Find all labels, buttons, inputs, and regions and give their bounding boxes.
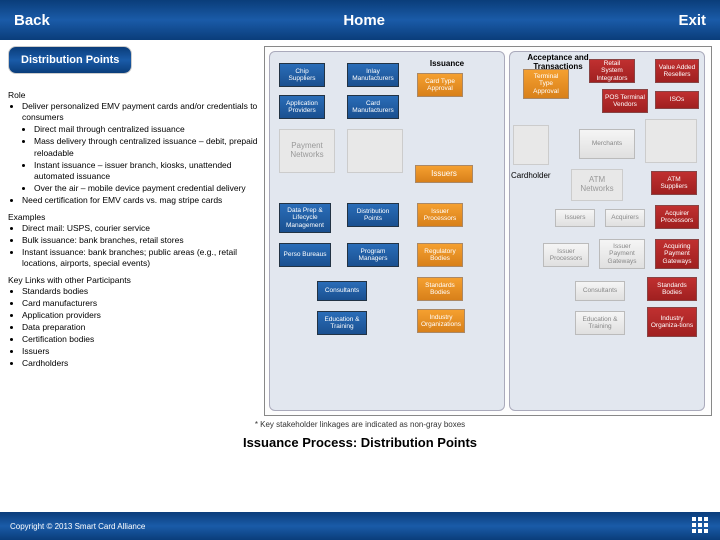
issuers2-box: Issuers xyxy=(555,209,595,227)
bottom-bar: Copyright © 2013 Smart Card Alliance xyxy=(0,512,720,540)
prog-mgr-box: Program Managers xyxy=(347,243,399,267)
app-providers-box: Application Providers xyxy=(279,95,325,119)
role-item: Deliver personalized EMV payment cards a… xyxy=(22,101,258,123)
link-item: Certification bodies xyxy=(22,334,258,345)
footer-note: * Key stakeholder linkages are indicated… xyxy=(0,420,720,429)
issuance-heading: Issuance xyxy=(417,59,477,68)
inlay-mfg-box: Inlay Manufacturers xyxy=(347,63,399,87)
role-list: Deliver personalized EMV payment cards a… xyxy=(8,101,258,205)
card-mfg-box: Card Manufacturers xyxy=(347,95,399,119)
role-title: Role xyxy=(8,90,258,101)
isos-box: ISOs xyxy=(655,91,699,109)
footer-title: Issuance Process: Distribution Points xyxy=(0,435,720,450)
issuer-proc-box: Issuer Processors xyxy=(417,203,463,227)
home-button[interactable]: Home xyxy=(50,12,679,29)
link-item: Application providers xyxy=(22,310,258,321)
diagram-panel: Issuance Acceptance and Transactions Chi… xyxy=(264,46,712,416)
card-type-box: Card Type Approval xyxy=(417,73,463,97)
content: Distribution Points Role Deliver persona… xyxy=(0,40,720,416)
acq-proc-box: Acquirer Processors xyxy=(655,205,699,229)
atm-image: ATM Networks xyxy=(571,169,623,201)
dist-points-box: Distribution Points xyxy=(347,203,399,227)
acquirers-box: Acquirers xyxy=(605,209,645,227)
examples-title: Examples xyxy=(8,212,258,223)
alliance-logo-icon xyxy=(690,515,710,535)
issuer-gateway-box: Issuer Payment Gateways xyxy=(599,239,645,269)
edu-train-box: Education & Training xyxy=(317,311,367,335)
retail-integrators-box: Retail System Integrators xyxy=(589,59,635,83)
role-item: Need certification for EMV cards vs. mag… xyxy=(22,195,258,206)
example-item: Bulk issuance: bank branches, retail sto… xyxy=(22,235,258,246)
copyright-text: Copyright © 2013 Smart Card Alliance xyxy=(10,522,145,531)
links-title: Key Links with other Participants xyxy=(8,275,258,286)
exit-button[interactable]: Exit xyxy=(678,12,706,29)
back-button[interactable]: Back xyxy=(14,12,50,29)
cardholder-image xyxy=(513,125,549,165)
example-item: Instant issuance: bank branches; public … xyxy=(22,247,258,269)
perso-bureaus-box: Perso Bureaus xyxy=(279,243,331,267)
industry-org-box: Industry Organizations xyxy=(417,309,465,333)
distribution-points-badge: Distribution Points xyxy=(8,46,132,74)
issuer-proc2-box: Issuer Processors xyxy=(543,243,589,267)
terminal-type-box: Terminal Type Approval xyxy=(523,69,569,99)
issuers-box: Issuers xyxy=(415,165,473,183)
role-subitem: Instant issuance – issuer branch, kiosks… xyxy=(34,160,258,182)
merchants-box: Merchants xyxy=(579,129,635,159)
role-subitem: Mass delivery through centralized issuan… xyxy=(34,136,258,158)
header-bar: Back Home Exit xyxy=(0,0,720,40)
consultants-box: Consultants xyxy=(317,281,367,301)
reg-bodies-box: Regulatory Bodies xyxy=(417,243,463,267)
networks-image: Payment Networks xyxy=(279,129,335,173)
atm-suppliers-box: ATM Suppliers xyxy=(651,171,697,195)
examples-list: Direct mail: USPS, courier service Bulk … xyxy=(8,223,258,269)
link-item: Standards bodies xyxy=(22,286,258,297)
links-list: Standards bodies Card manufacturers Appl… xyxy=(8,286,258,369)
role-subitem: Direct mail through centralized issuance xyxy=(34,124,258,135)
link-item: Card manufacturers xyxy=(22,298,258,309)
link-item: Data preparation xyxy=(22,322,258,333)
cardholder-label: Cardholder xyxy=(511,171,551,180)
industry-org2-box: Industry Organiza-tions xyxy=(647,307,697,337)
acq-gateway-box: Acquiring Payment Gateways xyxy=(655,239,699,269)
terminal-image xyxy=(347,129,403,173)
link-item: Issuers xyxy=(22,346,258,357)
left-panel: Distribution Points Role Deliver persona… xyxy=(8,46,258,416)
std-bodies2-box: Standards Bodies xyxy=(647,277,697,301)
role-subitem: Over the air – mobile device payment cre… xyxy=(34,183,258,194)
std-bodies-box: Standards Bodies xyxy=(417,277,463,301)
example-item: Direct mail: USPS, courier service xyxy=(22,223,258,234)
link-item: Cardholders xyxy=(22,358,258,369)
chip-suppliers-box: Chip Suppliers xyxy=(279,63,325,87)
pos-vendors-box: POS Terminal Vendors xyxy=(602,89,648,113)
edu-train2-box: Education & Training xyxy=(575,311,625,335)
consultants2-box: Consultants xyxy=(575,281,625,301)
merchant-image xyxy=(645,119,697,163)
value-resellers-box: Value Added Resellers xyxy=(655,59,699,83)
data-prep-box: Data Prep & Lifecycle Management xyxy=(279,203,331,233)
